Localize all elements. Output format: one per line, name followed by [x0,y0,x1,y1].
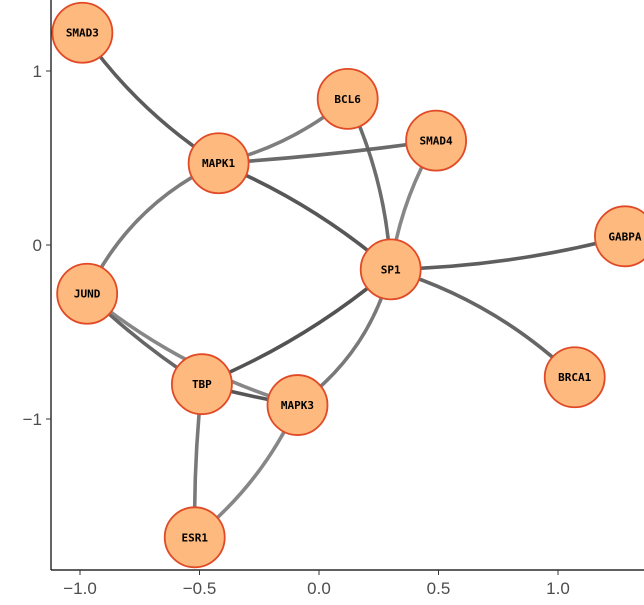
node-circle [51,1,114,64]
node-circle [543,346,606,409]
edge-sp1-gabpa [388,234,627,272]
node-circle [170,353,233,416]
x-tick-label: 1.0 [546,579,570,598]
node-mapk1[interactable]: MAPK1 [187,132,250,195]
node-circle [316,67,379,130]
node-mapk3[interactable]: MAPK3 [266,374,329,436]
edge-sp1-tbp [200,267,393,386]
node-label: GABPA [608,230,641,243]
x-tick-label: −0.5 [183,579,217,598]
node-brca1[interactable]: BRCA1 [543,346,606,409]
node-esr1[interactable]: ESR1 [163,506,226,569]
nodes-layer: SMAD3 BCL6 SMAD4 MAPK1 GABPA SP1 JUND BRCA1 TBP M… [51,1,644,569]
ticks-layer: −1.0 −0.5 0.0 0.5 1.0 1 0 −1 [23,62,570,598]
node-label: SP1 [381,263,401,276]
node-smad4[interactable]: SMAD4 [405,109,468,172]
y-tick-label: 0 [33,236,42,255]
node-circle [405,109,468,172]
x-tick-label: 0.5 [427,579,451,598]
node-label: MAPK1 [202,157,235,170]
node-tbp[interactable]: TBP [170,353,233,416]
node-label: MAPK3 [281,399,314,412]
edge-sp1-brca1 [388,267,577,380]
edge-mapk1-smad4 [216,138,438,166]
node-label: SMAD3 [66,27,99,40]
node-circle [359,238,422,301]
node-circle [163,506,226,569]
node-circle [266,374,329,436]
node-sp1[interactable]: SP1 [359,238,422,301]
node-label: BCL6 [334,93,361,106]
node-label: BRCA1 [558,371,591,384]
y-tick-label: 1 [33,62,42,81]
node-jund[interactable]: JUND [56,262,119,325]
node-label: TBP [192,378,212,391]
node-label: SMAD4 [420,135,453,148]
node-circle [594,205,644,268]
node-label: ESR1 [181,531,208,544]
x-tick-label: 0.0 [307,579,331,598]
node-bcl6[interactable]: BCL6 [316,67,379,130]
y-tick-label: −1 [23,410,42,429]
axes-layer [50,0,644,571]
node-smad3[interactable]: SMAD3 [51,1,114,64]
node-label: JUND [74,288,101,301]
node-gabpa[interactable]: GABPA [594,205,644,268]
x-tick-label: −1.0 [63,579,97,598]
node-circle [56,262,119,325]
node-circle [187,132,250,195]
